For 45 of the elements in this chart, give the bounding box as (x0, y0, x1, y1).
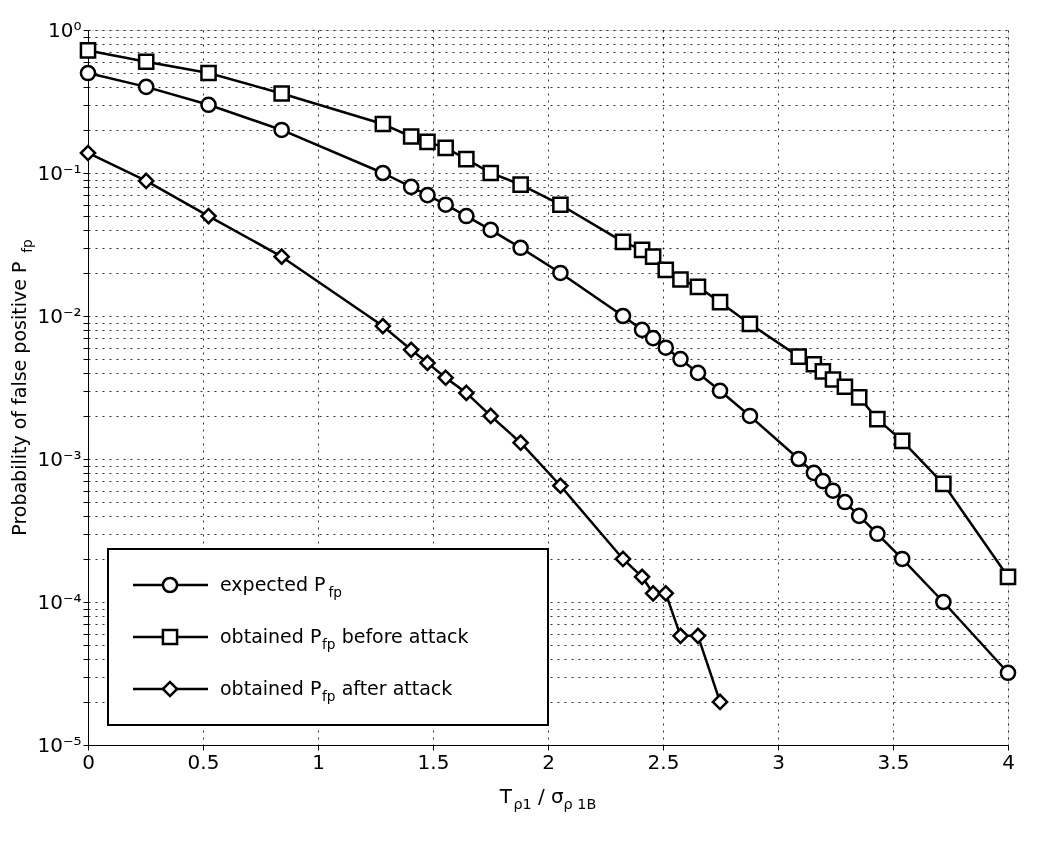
y-tick-label: 10⁰ (48, 17, 82, 42)
point (869, 525, 886, 543)
point (419, 186, 436, 204)
y-tick-label: 10⁻⁵ (37, 732, 82, 757)
y-tick-label: 10⁻¹ (37, 160, 82, 185)
y-tick-label: 10⁻³ (37, 446, 82, 471)
point (482, 221, 500, 239)
point (402, 178, 420, 196)
point (644, 329, 662, 347)
y-tick-label: 10⁻² (37, 303, 82, 328)
x-tick-label: 0.5 (187, 749, 220, 774)
point (512, 239, 529, 257)
x-tick-label: 2 (542, 749, 555, 774)
y-axis-title: Probability of false positive Pfp (8, 239, 35, 536)
point (437, 196, 454, 214)
x-tick-label: 2.5 (647, 749, 680, 774)
point (458, 207, 475, 225)
point (657, 339, 675, 357)
point (935, 593, 952, 611)
point (273, 121, 290, 139)
x-tick-label: 1 (312, 749, 325, 774)
point (711, 382, 729, 400)
point (824, 482, 842, 500)
point (893, 550, 911, 568)
point (79, 64, 97, 82)
x-tick-label: 1.5 (417, 749, 450, 774)
point (614, 307, 632, 325)
point (552, 264, 569, 282)
x-tick-label: 3.5 (877, 749, 910, 774)
point (999, 664, 1017, 682)
point (814, 472, 832, 490)
x-tick-label: 0 (82, 749, 95, 774)
y-tick-label: 10⁻⁴ (37, 589, 82, 614)
point (836, 493, 854, 511)
x-tick-label: 4 (1002, 749, 1015, 774)
point (790, 450, 808, 468)
point (374, 164, 392, 182)
x-tick-label: 3 (772, 749, 785, 774)
point (137, 78, 155, 96)
point (850, 507, 868, 525)
point (689, 364, 707, 382)
point (741, 407, 759, 425)
point (672, 350, 689, 368)
point (200, 96, 217, 114)
point (633, 321, 651, 339)
